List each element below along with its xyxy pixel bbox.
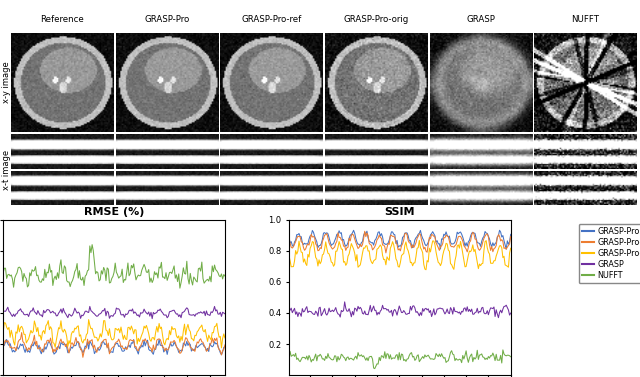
- Text: GRASP-Pro: GRASP-Pro: [144, 15, 189, 24]
- Text: x-t image: x-t image: [1, 150, 10, 190]
- Text: x-y image: x-y image: [1, 61, 10, 103]
- Legend: GRASP-Pro, GRASP-Pro-ref, GRASP-Pro-orig, GRASP, NUFFT: GRASP-Pro, GRASP-Pro-ref, GRASP-Pro-orig…: [579, 224, 640, 283]
- Text: GRASP-Pro-ref: GRASP-Pro-ref: [241, 15, 301, 24]
- Title: SSIM: SSIM: [385, 207, 415, 218]
- Text: GRASP-Pro-orig: GRASP-Pro-orig: [344, 15, 409, 24]
- Text: NUFFT: NUFFT: [572, 15, 600, 24]
- Text: Reference: Reference: [40, 15, 84, 24]
- Title: RMSE (%): RMSE (%): [84, 207, 144, 218]
- Text: GRASP: GRASP: [467, 15, 495, 24]
